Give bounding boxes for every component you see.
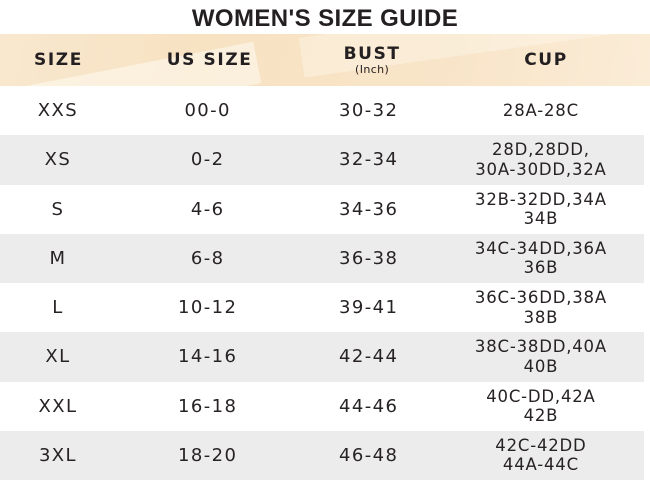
header-cell-bust: BUST (Inch) bbox=[302, 44, 442, 76]
bust-cell: 44-46 bbox=[339, 395, 399, 417]
cup-cell: 42C-42DD 44A-44C bbox=[495, 435, 587, 475]
bust-label: BUST bbox=[343, 44, 401, 64]
us-size-cell: 10-12 bbox=[178, 297, 238, 319]
size-cell: S bbox=[51, 198, 65, 220]
size-cell: M bbox=[49, 247, 67, 269]
size-cell: XXL bbox=[38, 395, 78, 417]
table-row-m: M 6-8 36-38 34C-34DD,36A 36B bbox=[0, 233, 644, 283]
cup-cell: 28A-28C bbox=[502, 100, 579, 120]
table-row-l: L 10-12 39-41 36C-36DD,38A 38B bbox=[0, 283, 644, 333]
header-cell-cup: CUP bbox=[524, 50, 568, 70]
bust-cell: 42-44 bbox=[339, 346, 399, 368]
table-row-xs: XS 0-2 32-34 28D,28DD, 30A-30DD,32A bbox=[0, 135, 644, 185]
table-row-xl: XL 14-16 42-44 38C-38DD,40A 40B bbox=[0, 332, 644, 382]
cup-cell: 40C-DD,42A 42B bbox=[486, 386, 596, 426]
table-row-3xl: 3XL 18-20 46-48 42C-42DD 44A-44C bbox=[0, 430, 644, 480]
cup-cell: 32B-32DD,34A 34B bbox=[475, 189, 607, 229]
header-cell-size: SIZE bbox=[34, 50, 83, 70]
table-row-xxs: XXS 00-0 30-32 28A-28C bbox=[0, 86, 644, 136]
table-row-s: S 4-6 34-36 32B-32DD,34A 34B bbox=[0, 184, 644, 234]
table-header-row: SIZE US SIZE BUST (Inch) CUP bbox=[0, 34, 650, 86]
cup-cell: 34C-34DD,36A 36B bbox=[474, 238, 607, 278]
header-cell-us-size: US SIZE bbox=[166, 50, 253, 70]
cup-cell: 28D,28DD, 30A-30DD,32A bbox=[475, 140, 607, 179]
size-table-body: XXS 00-0 30-32 28A-28C XS 0-2 32-34 28D,… bbox=[0, 86, 650, 480]
us-size-cell: 00-0 bbox=[184, 100, 231, 122]
us-size-cell: 4-6 bbox=[190, 198, 225, 220]
size-cell: 3XL bbox=[38, 444, 77, 466]
bust-cell: 32-34 bbox=[339, 149, 399, 171]
cup-cell: 36C-36DD,38A 38B bbox=[474, 288, 607, 327]
size-cell: XL bbox=[45, 346, 71, 368]
cup-cell: 38C-38DD,40A 40B bbox=[474, 337, 607, 376]
bust-cell: 36-38 bbox=[339, 247, 399, 269]
us-size-cell: 14-16 bbox=[178, 346, 238, 368]
bust-cell: 30-32 bbox=[339, 100, 399, 122]
page-title: WOMEN'S SIZE GUIDE bbox=[191, 5, 459, 32]
size-cell: XXS bbox=[37, 100, 79, 122]
size-cell: XS bbox=[44, 149, 72, 171]
us-size-cell: 18-20 bbox=[178, 444, 238, 466]
size-cell: L bbox=[52, 297, 64, 319]
us-size-cell: 16-18 bbox=[178, 395, 238, 417]
table-row-xxl: XXL 16-18 44-46 40C-DD,42A 42B bbox=[0, 381, 644, 431]
bust-cell: 34-36 bbox=[339, 198, 399, 220]
us-size-cell: 6-8 bbox=[190, 247, 225, 269]
bust-unit-label: (Inch) bbox=[355, 63, 390, 76]
bust-cell: 46-48 bbox=[339, 444, 399, 466]
us-size-cell: 0-2 bbox=[190, 149, 225, 171]
bust-cell: 39-41 bbox=[339, 297, 399, 319]
